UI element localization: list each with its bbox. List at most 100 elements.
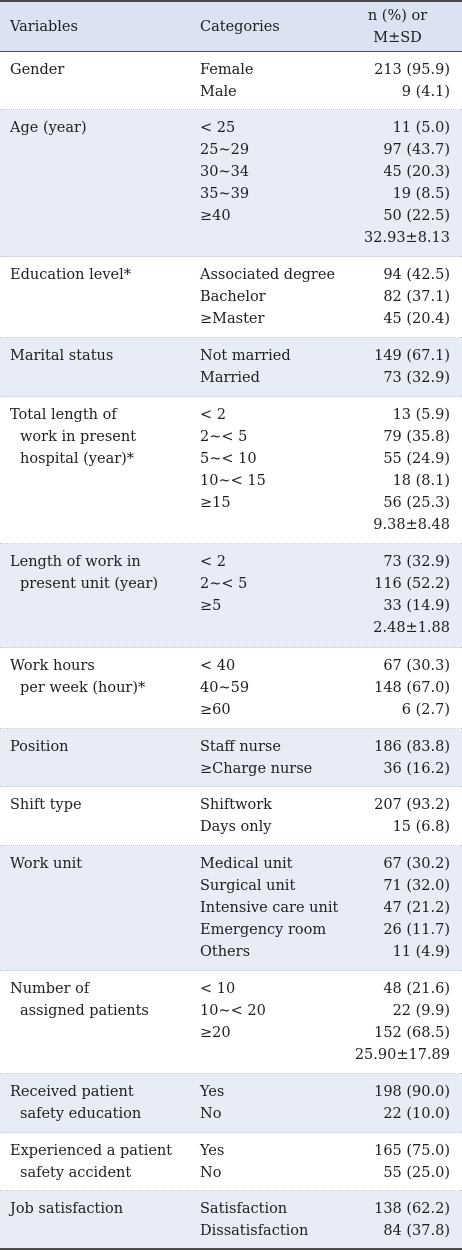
category-label: Yes bbox=[200, 1084, 225, 1100]
table-row: Marital status Not married Married 149 (67.… bbox=[0, 338, 462, 397]
category-label: Male bbox=[200, 84, 237, 100]
value-label: 11 (5.0) bbox=[392, 120, 450, 136]
category-label: 2~< 5 bbox=[200, 429, 248, 445]
variable-label: safety accident bbox=[20, 1165, 132, 1181]
category-cell: Satisfaction Dissatisfaction bbox=[190, 1198, 345, 1240]
value-cell: 73 (32.9) 116 (52.2) 33 (14.9) 2.48±1.88 bbox=[345, 551, 462, 639]
category-cell: < 25 25~29 30~34 35~39 ≥40 bbox=[190, 117, 345, 248]
value-label: 55 (24.9) bbox=[383, 451, 450, 467]
value-cell: 165 (75.0) 55 (25.0) bbox=[345, 1140, 462, 1182]
value-label: 213 (95.9) bbox=[374, 62, 450, 78]
value-label: 22 (9.9) bbox=[392, 1003, 450, 1019]
category-cell: Medical unit Surgical unit Intensive care … bbox=[190, 853, 345, 962]
value-label: 67 (30.3) bbox=[383, 658, 450, 674]
table-row: Experienced a patient safety accident Yes N… bbox=[0, 1133, 462, 1191]
variable-cell: Job satisfaction bbox=[0, 1198, 190, 1240]
category-label: 2~< 5 bbox=[200, 576, 248, 592]
category-label: Intensive care unit bbox=[200, 900, 339, 916]
variable-label: Number of bbox=[10, 981, 90, 997]
category-cell: Female Male bbox=[190, 59, 345, 101]
category-label: 10~< 20 bbox=[200, 1003, 266, 1019]
value-label: 55 (25.0) bbox=[383, 1165, 450, 1181]
variable-cell: Age (year) bbox=[0, 117, 190, 248]
variable-label: safety education bbox=[20, 1106, 142, 1122]
value-label: 36 (16.2) bbox=[383, 761, 450, 777]
value-cell: 94 (42.5) 82 (37.1) 45 (20.4) bbox=[345, 264, 462, 329]
value-label: 82 (37.1) bbox=[383, 289, 450, 305]
variable-label: assigned patients bbox=[20, 1003, 149, 1019]
value-label: 25.90±17.89 bbox=[354, 1047, 450, 1063]
variable-cell: Shift type bbox=[0, 794, 190, 837]
table-row: Education level* Associated degree Bachelo… bbox=[0, 257, 462, 338]
value-label: 84 (37.8) bbox=[383, 1223, 450, 1239]
category-label: ≥Master bbox=[200, 311, 265, 327]
value-cell: 186 (83.8) 36 (16.2) bbox=[345, 736, 462, 778]
variable-label: Work hours bbox=[10, 658, 95, 674]
value-label: 165 (75.0) bbox=[374, 1143, 450, 1159]
value-label: 79 (35.8) bbox=[383, 429, 450, 445]
header-statistic: n (%) or M±SD bbox=[345, 2, 462, 51]
value-label: 56 (25.3) bbox=[383, 495, 450, 511]
value-cell: 11 (5.0) 97 (43.7) 45 (20.3) 19 (8.5) 50 (22… bbox=[345, 117, 462, 248]
category-label: Others bbox=[200, 944, 251, 960]
variable-label: Education level* bbox=[10, 267, 131, 283]
value-label: 149 (67.1) bbox=[374, 348, 450, 364]
category-label: Days only bbox=[200, 819, 272, 835]
value-label: 9 (4.1) bbox=[401, 84, 450, 100]
category-label: < 10 bbox=[200, 981, 236, 997]
header-categories: Categories bbox=[200, 18, 280, 35]
category-label: 10~< 15 bbox=[200, 473, 266, 489]
variable-label: Received patient bbox=[10, 1084, 134, 1100]
category-label: ≥40 bbox=[200, 208, 231, 224]
category-label: Not married bbox=[200, 348, 291, 364]
value-label: 73 (32.9) bbox=[383, 554, 450, 570]
variable-label: Experienced a patient bbox=[10, 1143, 173, 1159]
value-label: 94 (42.5) bbox=[383, 267, 450, 283]
category-label: Satisfaction bbox=[200, 1201, 288, 1217]
category-label: Surgical unit bbox=[200, 878, 296, 894]
category-label: 25~29 bbox=[200, 142, 250, 158]
category-label: No bbox=[200, 1165, 222, 1181]
variable-label: Work unit bbox=[10, 856, 83, 872]
variable-label: Age (year) bbox=[10, 120, 87, 136]
value-label: 148 (67.0) bbox=[374, 680, 450, 696]
table-row: Received patient safety education Yes No 198… bbox=[0, 1074, 462, 1133]
value-cell: 67 (30.3) 148 (67.0) 6 (2.7) bbox=[345, 655, 462, 720]
value-label: 2.48±1.88 bbox=[373, 620, 450, 636]
variable-cell: Position bbox=[0, 736, 190, 778]
variable-label: Position bbox=[10, 739, 69, 755]
value-label: 50 (22.5) bbox=[383, 208, 450, 224]
table-row: Position Staff nurse ≥Charge nurse 186 (83.… bbox=[0, 729, 462, 787]
category-label: ≥20 bbox=[200, 1025, 231, 1041]
table-body: Gender Female Male 213 (95.9) 9 (4.1) Age (ye… bbox=[0, 52, 462, 1250]
table-row: Total length of work in present hospital (… bbox=[0, 397, 462, 544]
category-label: < 2 bbox=[200, 407, 226, 423]
table-row: Work unit Medical unit Surgical unit Intens… bbox=[0, 846, 462, 971]
value-label: 186 (83.8) bbox=[374, 739, 450, 755]
category-label: 30~34 bbox=[200, 164, 250, 180]
value-cell: 138 (62.2) 84 (37.8) bbox=[345, 1198, 462, 1240]
value-label: 67 (30.2) bbox=[383, 856, 450, 872]
value-label: 22 (10.0) bbox=[383, 1106, 450, 1122]
value-label: 152 (68.5) bbox=[374, 1025, 450, 1041]
value-label: 33 (14.9) bbox=[383, 598, 450, 614]
category-label: 40~59 bbox=[200, 680, 250, 696]
table-row: Job satisfaction Satisfaction Dissatisfact… bbox=[0, 1191, 462, 1250]
category-label: ≥5 bbox=[200, 598, 222, 614]
value-label: 11 (4.9) bbox=[392, 944, 450, 960]
category-label bbox=[200, 227, 345, 249]
value-label: 26 (11.7) bbox=[383, 922, 450, 938]
variable-label: Length of work in bbox=[10, 554, 141, 570]
value-label: 32.93±8.13 bbox=[364, 230, 450, 246]
variable-cell: Marital status bbox=[0, 345, 190, 388]
value-cell: 198 (90.0) 22 (10.0) bbox=[345, 1081, 462, 1124]
variable-cell: Number of assigned patients bbox=[0, 978, 190, 1065]
variable-cell: Total length of work in present hospital (… bbox=[0, 404, 190, 535]
category-label bbox=[200, 1044, 345, 1066]
table-row: Work hours per week (hour)* < 40 40~59 ≥60 67… bbox=[0, 648, 462, 729]
value-label: 48 (21.6) bbox=[383, 981, 450, 997]
variable-label: work in present bbox=[20, 429, 137, 445]
category-cell: Associated degree Bachelor ≥Master bbox=[190, 264, 345, 329]
table-header: Variables Categories n (%) or M±SD bbox=[0, 0, 462, 52]
variable-cell: Work hours per week (hour)* bbox=[0, 655, 190, 720]
